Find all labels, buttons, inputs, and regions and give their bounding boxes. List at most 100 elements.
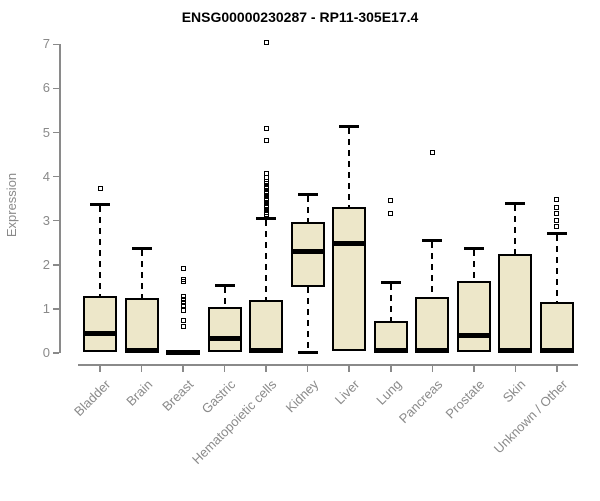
x-axis-tick [306, 364, 309, 372]
median-line [498, 348, 533, 354]
outlier-point [263, 174, 269, 180]
outlier-point [554, 223, 560, 229]
outlier-point [97, 186, 103, 192]
x-axis-tick [556, 364, 558, 372]
box [207, 306, 242, 353]
x-axis-tick [473, 364, 475, 372]
y-tick-label: 3 [42, 212, 50, 228]
median-line [539, 348, 574, 354]
y-tick-label: 5 [42, 124, 50, 140]
y-axis-tick [53, 175, 59, 178]
box [373, 321, 408, 353]
outlier-point [180, 307, 186, 313]
upper-whisker-cap [546, 231, 567, 235]
outlier-point [180, 324, 186, 330]
box [498, 253, 533, 353]
x-axis-tick [514, 364, 517, 372]
outlier-point [180, 294, 186, 300]
outlier-point [554, 218, 560, 224]
x-axis-tick [431, 364, 434, 372]
x-axis-tick [99, 364, 101, 372]
lower-whisker [306, 286, 309, 351]
median-line [83, 330, 117, 336]
box [332, 206, 367, 351]
upper-whisker [472, 250, 475, 281]
x-axis-tick [140, 364, 143, 372]
y-axis-tick [53, 219, 59, 222]
outlier-point [263, 189, 269, 195]
x-axis-tick [223, 364, 226, 372]
upper-whisker [348, 127, 351, 207]
box [83, 295, 117, 353]
median-line [415, 348, 450, 354]
outlier-point [554, 204, 560, 210]
x-axis-tick [390, 364, 392, 372]
upper-whisker [555, 234, 558, 303]
outlier-point [388, 197, 394, 203]
median-line [124, 348, 159, 354]
y-tick-label: 4 [42, 168, 50, 184]
upper-whisker-cap [380, 280, 401, 284]
y-tick-label: 0 [42, 345, 50, 360]
upper-whisker-cap [131, 247, 152, 251]
median-line [207, 335, 242, 341]
x-axis-tick [265, 364, 267, 372]
outlier-point [554, 211, 560, 217]
outlier-point [263, 39, 269, 45]
upper-whisker-cap [214, 284, 235, 288]
median-line [249, 348, 284, 354]
outlier-point [263, 183, 269, 189]
outlier-point [388, 211, 394, 217]
upper-whisker [265, 220, 268, 301]
y-axis-tick [53, 131, 59, 134]
upper-whisker-cap [505, 201, 526, 205]
median-line [373, 348, 408, 354]
outlier-point [263, 170, 269, 176]
upper-whisker [389, 283, 392, 322]
y-axis-tick [53, 352, 59, 354]
outlier-point [180, 266, 186, 272]
upper-whisker [223, 287, 226, 307]
median-line [456, 332, 491, 338]
y-axis-line [59, 43, 61, 354]
lower-whisker-cap [297, 351, 318, 355]
upper-whisker [140, 250, 143, 298]
upper-whisker-cap [297, 193, 318, 197]
outlier-point [263, 137, 269, 143]
y-tick-label: 7 [42, 36, 50, 52]
y-axis-tick [53, 264, 59, 266]
box [249, 300, 284, 353]
upper-whisker-cap [463, 247, 484, 251]
outlier-point [180, 276, 186, 282]
x-axis-tick [348, 364, 350, 372]
y-axis-tick [53, 87, 59, 90]
median-line [166, 349, 201, 355]
outlier-point [263, 186, 269, 192]
chart-title: ENSG00000230287 - RP11-305E17.4 [181, 9, 419, 25]
outlier-point [180, 297, 186, 303]
outlier-point [180, 302, 186, 308]
box [539, 302, 574, 353]
x-axis-tick [182, 364, 184, 372]
box [415, 296, 450, 353]
y-tick-label: 2 [42, 256, 50, 272]
upper-whisker [99, 205, 101, 296]
outlier-point [180, 299, 186, 305]
y-axis-tick [53, 43, 59, 46]
y-tick-label: 1 [42, 300, 50, 316]
y-axis-label: Expression [4, 172, 19, 238]
outlier-point [263, 181, 269, 187]
upper-whisker-cap [339, 124, 360, 128]
box [456, 280, 491, 353]
median-line [332, 241, 367, 247]
median-line [290, 249, 325, 255]
upper-whisker [431, 242, 434, 297]
y-axis-tick [53, 308, 59, 310]
outlier-point [263, 125, 269, 131]
box [290, 221, 325, 287]
outlier-point [429, 149, 435, 155]
upper-whisker [514, 204, 517, 254]
upper-whisker-cap [422, 239, 443, 243]
y-tick-label: 6 [42, 80, 50, 96]
